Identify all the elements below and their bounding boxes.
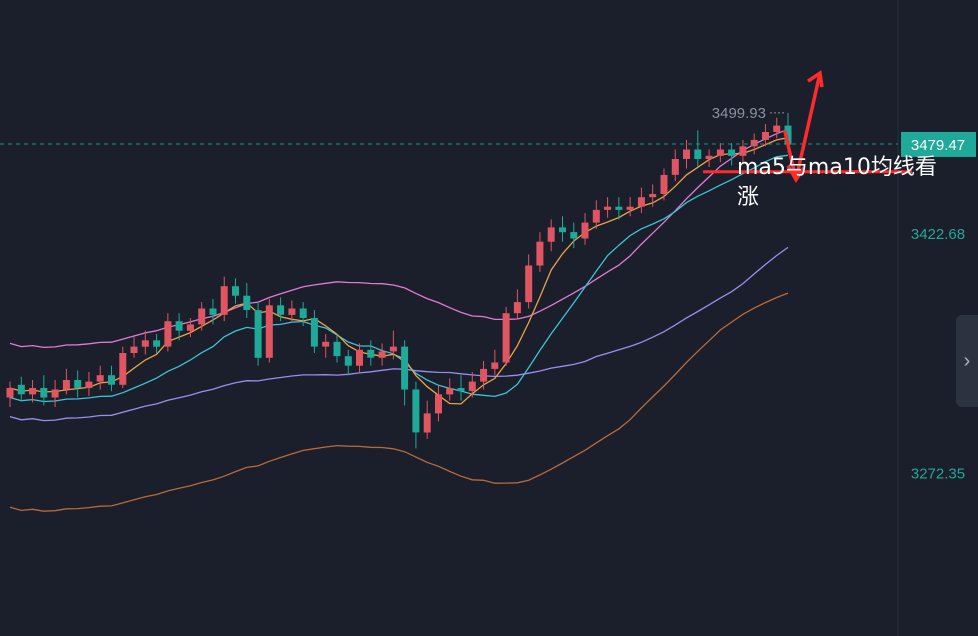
candle-body — [637, 197, 645, 207]
boll-upper-line — [9, 128, 789, 349]
candle-body — [615, 206, 623, 210]
expand-panel-button[interactable]: › — [956, 315, 978, 407]
candle-body — [626, 206, 634, 210]
candle-body — [367, 349, 375, 358]
candle-body — [108, 375, 115, 385]
candle-body — [389, 346, 397, 352]
candle-body — [762, 132, 769, 140]
ma-long-line — [9, 246, 789, 422]
candle-body — [604, 206, 612, 210]
candle-body — [739, 146, 747, 156]
candle-body — [288, 308, 296, 315]
candle-body — [378, 351, 386, 358]
candle-body — [536, 241, 544, 266]
boll-lower-line — [9, 292, 789, 512]
high-price-label: 3499.93 — [712, 105, 766, 122]
arrow-up-head — [807, 70, 824, 88]
candle-body — [660, 174, 668, 194]
candle-body — [186, 324, 194, 331]
candle-body — [243, 295, 251, 310]
candle-body — [254, 310, 262, 358]
candle-body — [344, 356, 352, 366]
candle-body — [502, 313, 510, 363]
current-price-label: 3479.47 — [911, 137, 965, 154]
candle-body — [525, 265, 533, 303]
candle-body — [694, 149, 702, 159]
candle-body — [683, 149, 690, 159]
candle-body — [773, 125, 781, 132]
candle-body — [153, 340, 161, 347]
candle-body — [175, 321, 183, 331]
candle-body — [232, 286, 239, 296]
candle-body — [322, 341, 330, 347]
candle-body — [6, 388, 14, 398]
candle-body — [96, 375, 104, 382]
candle-body — [784, 125, 792, 145]
candle-body — [401, 346, 409, 390]
candle-body — [333, 341, 341, 357]
candle-body — [423, 413, 431, 433]
chart-annotation: ma5与ma10均线看涨 — [737, 155, 937, 210]
candle-body — [356, 349, 363, 366]
candle-body — [547, 227, 555, 242]
chevron-right-icon: › — [963, 349, 971, 372]
current-price-label-bg — [901, 131, 976, 157]
candle-body — [17, 384, 25, 395]
candle-body — [705, 155, 713, 159]
y-tick-label: 3422.68 — [911, 226, 965, 243]
candle-body — [119, 353, 127, 385]
candle-body — [728, 149, 736, 156]
candle-body — [435, 394, 442, 414]
arrow-down-head — [786, 164, 806, 183]
candle-body — [310, 318, 318, 347]
candle-body — [559, 227, 566, 233]
candle-body — [62, 380, 70, 390]
candle-body — [446, 388, 454, 395]
candle-body — [209, 308, 217, 315]
candle-body — [412, 389, 420, 433]
candle-body — [457, 388, 465, 392]
candle-body — [491, 362, 499, 369]
y-tick-label: 3272.35 — [911, 465, 965, 482]
candle-body — [513, 302, 521, 314]
candle-body — [671, 159, 679, 175]
candle-body — [277, 305, 285, 315]
candle-body — [750, 139, 758, 147]
candle-body — [40, 388, 48, 398]
candle-body — [649, 194, 657, 198]
candle-body — [220, 286, 228, 315]
candle-body — [299, 308, 307, 318]
ma10-line — [9, 154, 789, 403]
candle-body — [51, 389, 59, 398]
candle-body — [480, 368, 488, 382]
candle-body — [716, 149, 724, 156]
candle-body — [141, 340, 149, 347]
candle-body — [74, 380, 82, 388]
candle-body — [570, 232, 578, 239]
candle-body — [29, 388, 37, 395]
candle-body — [581, 222, 589, 239]
candle-body — [265, 305, 273, 358]
candle-body — [198, 308, 206, 325]
ma5-line — [9, 137, 789, 405]
candle-body — [85, 381, 93, 388]
candle-body — [592, 209, 600, 223]
candle-body — [468, 381, 476, 392]
candle-body — [130, 346, 138, 353]
candle-body — [164, 321, 172, 347]
